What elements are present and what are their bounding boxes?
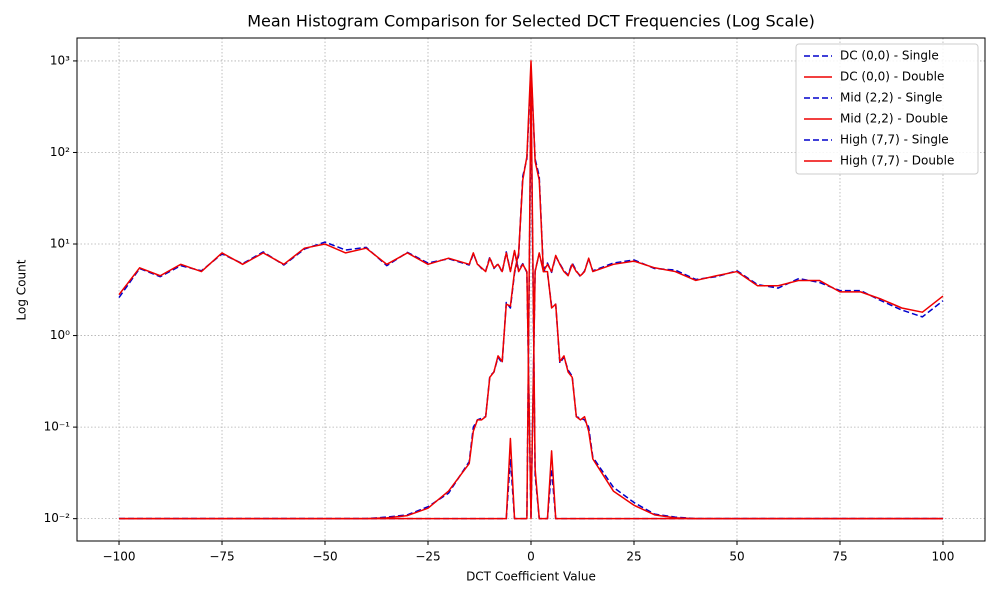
legend-label: DC (0,0) - Double <box>840 70 944 84</box>
series-line <box>118 243 944 520</box>
x-tick-label: −50 <box>312 550 337 564</box>
x-tick-label: 0 <box>527 550 535 564</box>
x-tick-label: −25 <box>415 550 440 564</box>
y-axis-label: Log Count <box>15 259 29 320</box>
x-tick-label: 25 <box>626 550 641 564</box>
y-tick-label: 10⁻¹ <box>44 420 71 434</box>
y-tick-label: 10⁰ <box>50 328 70 342</box>
x-axis-label: DCT Coefficient Value <box>466 570 596 584</box>
y-tick-label: 10² <box>50 145 70 159</box>
legend-label: Mid (2,2) - Double <box>840 112 948 126</box>
x-tick-label: 100 <box>932 550 955 564</box>
x-tick-label: 50 <box>729 550 744 564</box>
series-line <box>119 80 943 520</box>
plot-frame <box>76 37 986 542</box>
y-tick-label: 10³ <box>50 53 70 67</box>
legend-label: Mid (2,2) - Single <box>840 91 942 105</box>
chart-title: Mean Histogram Comparison for Selected D… <box>247 12 815 31</box>
y-tick-label: 10⁻² <box>44 511 71 525</box>
legend-box <box>795 43 979 175</box>
x-tick-label: −100 <box>103 550 136 564</box>
x-tick-label: 75 <box>832 550 847 564</box>
y-tick-label: 10¹ <box>50 237 70 251</box>
x-tick-label: −75 <box>209 550 234 564</box>
legend-label: DC (0,0) - Single <box>840 49 939 63</box>
legend-label: High (7,7) - Single <box>840 133 949 147</box>
legend-label: High (7,7) - Double <box>840 154 954 168</box>
